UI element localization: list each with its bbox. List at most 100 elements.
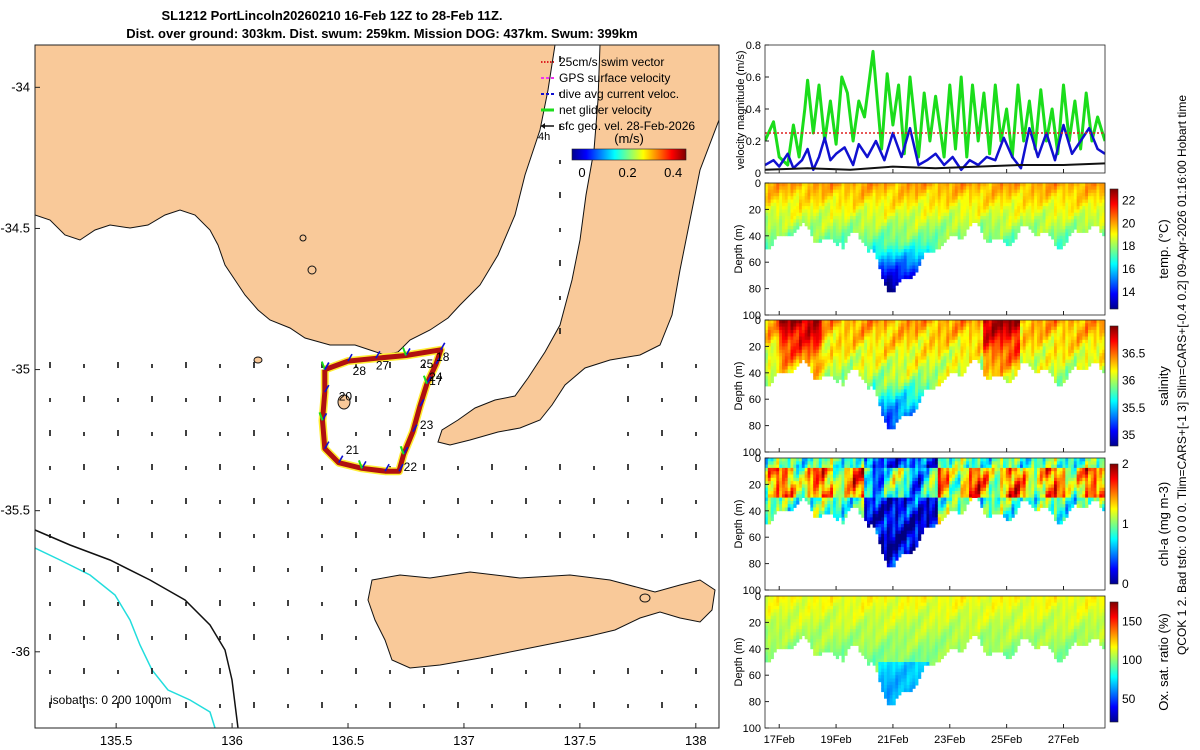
- current-vector: [419, 398, 425, 407]
- section-cell: [912, 366, 916, 370]
- section-cell: [869, 343, 874, 347]
- section-cell: [1065, 320, 1069, 324]
- section-cell: [912, 386, 916, 390]
- section-cell: [779, 186, 783, 190]
- depth-tick-label: 0: [755, 315, 761, 327]
- section-cell: [799, 359, 803, 364]
- section-cell: [884, 183, 888, 187]
- section-cell: [903, 395, 908, 400]
- glider-vel-vector: [318, 412, 324, 421]
- section-cell: [909, 209, 913, 214]
- section-cell: [827, 196, 831, 200]
- section-cell: [1000, 349, 1004, 354]
- section-cell: [918, 183, 922, 187]
- section-cell: [850, 343, 854, 347]
- section-cell: [1102, 339, 1106, 344]
- section-cell: [1076, 359, 1080, 364]
- section-cell: [779, 362, 783, 367]
- section-cell: [1008, 229, 1012, 233]
- section-cell: [915, 356, 919, 360]
- section-cell: [1085, 206, 1089, 210]
- section-cell: [765, 323, 769, 327]
- section-cell: [767, 464, 772, 469]
- section-cell: [994, 349, 998, 354]
- section-cell: [799, 497, 803, 502]
- section-cell: [1045, 229, 1049, 233]
- section-cell: [765, 484, 769, 489]
- section-cell: [835, 239, 840, 243]
- section-cell: [884, 353, 888, 357]
- section-cell: [895, 216, 899, 220]
- section-cell: [852, 186, 857, 190]
- section-cell: [1088, 349, 1092, 354]
- section-cell: [855, 196, 859, 200]
- section-cell: [988, 183, 993, 187]
- section-cell: [1039, 353, 1044, 357]
- section-cell: [1073, 209, 1078, 214]
- section-cell: [847, 199, 851, 204]
- section-cell: [875, 382, 879, 387]
- section-cell: [1076, 212, 1080, 217]
- section-cell: [983, 183, 987, 187]
- section-cell: [841, 333, 845, 337]
- section-cell: [906, 366, 910, 370]
- section-cell: [1076, 199, 1080, 204]
- section-cell: [983, 232, 987, 237]
- section-cell: [799, 481, 803, 485]
- section-cell: [773, 349, 777, 354]
- section-cell: [767, 349, 772, 354]
- section-cell: [1082, 206, 1086, 210]
- section-cell: [818, 356, 823, 360]
- section-cell: [827, 209, 831, 214]
- section-cell: [1099, 346, 1103, 351]
- section-cell: [940, 372, 944, 377]
- section-cell: [1028, 359, 1032, 364]
- section-cell: [920, 362, 925, 367]
- section-cell: [881, 265, 885, 270]
- section-cell: [932, 192, 936, 197]
- section-cell: [915, 196, 919, 200]
- section-cell: [790, 369, 794, 374]
- section-cell: [994, 353, 998, 357]
- section-cell: [988, 353, 993, 357]
- current-vector: [402, 446, 409, 455]
- section-cell: [1017, 222, 1021, 227]
- section-cell: [929, 225, 933, 230]
- legend-label: 25cm/s swim vector: [559, 55, 664, 69]
- section-cell: [793, 206, 797, 210]
- section-cell: [920, 353, 925, 357]
- section-cell: [773, 359, 777, 364]
- section-cell: [875, 222, 879, 227]
- section-cell: [906, 399, 910, 403]
- section-cell: [858, 225, 862, 230]
- section-cell: [796, 216, 800, 220]
- section-cell: [838, 225, 842, 230]
- section-cell: [918, 202, 922, 207]
- section-cell: [1088, 320, 1092, 324]
- section-cell: [895, 412, 899, 417]
- section-cell: [1034, 219, 1038, 223]
- section-cell: [889, 242, 893, 247]
- section-cell: [898, 212, 902, 217]
- section-cell: [895, 199, 899, 204]
- section-cell: [932, 369, 936, 374]
- section-cell: [884, 336, 888, 341]
- section-cell: [886, 386, 891, 390]
- section-cell: [858, 199, 862, 204]
- day-label: 22: [404, 460, 418, 474]
- section-cell: [770, 517, 774, 522]
- section-cell: [960, 219, 964, 223]
- section-cell: [1028, 196, 1032, 200]
- section-cell: [949, 343, 953, 347]
- section-cell: [1102, 349, 1106, 354]
- section-cell: [767, 504, 772, 508]
- section-cell: [881, 209, 885, 214]
- section-cell: [869, 366, 874, 370]
- section-cell: [855, 349, 859, 354]
- section-cell: [895, 252, 899, 256]
- section-cell: [770, 376, 774, 380]
- section-cell: [782, 186, 786, 190]
- section-frame: [764, 182, 1106, 316]
- section-cell: [926, 189, 930, 194]
